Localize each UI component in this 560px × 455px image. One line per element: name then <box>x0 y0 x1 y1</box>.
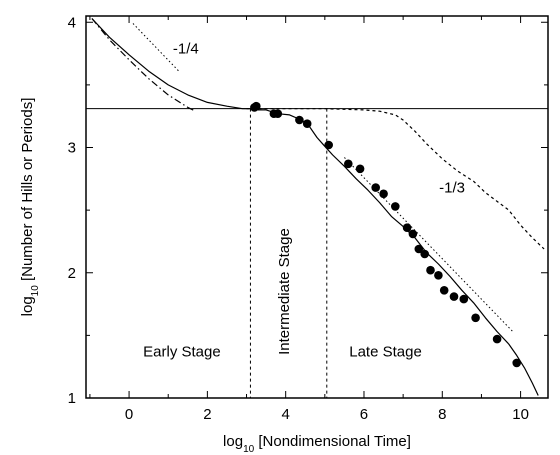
data-point-17 <box>434 271 443 280</box>
ticks <box>86 16 548 399</box>
data-point-13 <box>408 229 418 239</box>
x-tick-label-0: 0 <box>125 406 133 423</box>
data-point-1 <box>251 101 261 111</box>
x-axis-label-sub: 10 <box>243 444 255 455</box>
slope-reference-0 <box>132 23 181 73</box>
data-point-14 <box>414 244 424 254</box>
data-point-4 <box>295 115 304 125</box>
data-point-12 <box>402 223 412 232</box>
data-point-8 <box>355 164 365 174</box>
annotation-2: Early Stage <box>143 344 221 361</box>
y-tick-label-2: 3 <box>68 140 76 157</box>
data-point-20 <box>459 294 469 304</box>
y-tick-label-3: 4 <box>68 14 76 31</box>
intermediate-stage-label: Intermediate Stage <box>276 228 293 355</box>
y-tick-label-0: 1 <box>68 390 76 407</box>
y-axis-label: log10 [Number of Hills or Periods] <box>19 98 41 317</box>
x-axis-label: log10 [Nondimensional Time] <box>223 433 411 455</box>
annotation-0: -1/4 <box>173 41 199 58</box>
data-point-5 <box>302 119 312 128</box>
slope-reference-1 <box>344 157 514 332</box>
y-axis-label-sub: 10 <box>30 285 41 297</box>
series-line-1 <box>91 18 196 112</box>
data-point-7 <box>344 159 353 169</box>
x-tick-label-5: 10 <box>512 406 529 423</box>
data-point-16 <box>426 265 435 275</box>
data-point-19 <box>449 292 459 301</box>
y-tick-label-1: 2 <box>68 265 76 282</box>
x-axis-label-rest: [Nondimensional Time] <box>254 433 411 450</box>
data-point-18 <box>439 286 449 295</box>
x-tick-label-3: 6 <box>360 406 368 423</box>
annotations: -1/4 -1/3 Early Stage Late Stage <box>143 41 465 361</box>
series-line-0 <box>91 18 539 396</box>
plot-frame <box>85 15 549 399</box>
x-axis-label-prefix: log <box>223 433 243 450</box>
plot-content <box>86 18 548 398</box>
y-axis-label-prefix: log <box>19 296 36 316</box>
x-tick-label-1: 2 <box>203 406 211 423</box>
data-point-21 <box>471 313 480 323</box>
data-point-11 <box>391 202 400 211</box>
data-point-6 <box>324 140 334 150</box>
annotation-3: Late Stage <box>349 344 422 361</box>
data-point-23 <box>512 358 521 368</box>
x-tick-label-2: 4 <box>282 406 290 423</box>
y-axis-label-rest: [Number of Hills or Periods] <box>19 98 36 286</box>
data-point-22 <box>492 334 502 344</box>
data-point-9 <box>371 183 381 192</box>
data-point-3 <box>273 109 283 118</box>
x-tick-label-4: 8 <box>438 406 446 423</box>
annotation-1: -1/3 <box>439 180 465 197</box>
data-point-10 <box>379 189 388 199</box>
data-point-15 <box>420 249 430 259</box>
series-line-2 <box>246 108 545 250</box>
